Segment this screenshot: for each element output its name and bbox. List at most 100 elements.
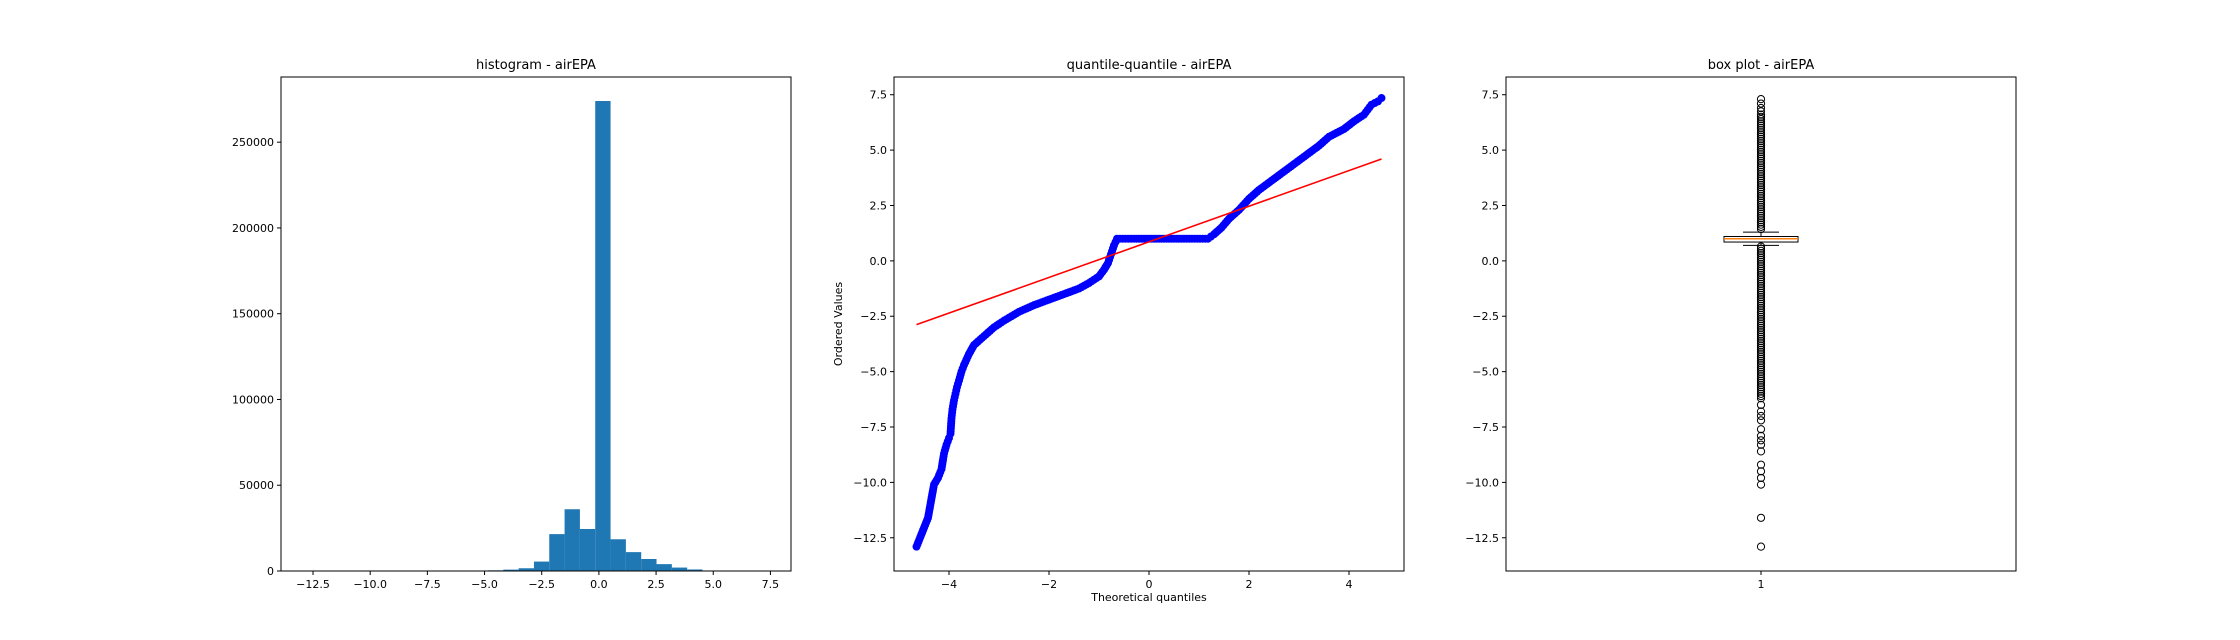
box-outlier <box>1756 251 1766 260</box>
box-outlier <box>1756 196 1766 205</box>
box-outlier <box>1756 257 1766 266</box>
box-outlier <box>1756 167 1766 176</box>
boxplot-y-tick-label: −7.5 <box>1472 421 1499 434</box>
histogram-bar <box>549 534 565 571</box>
box-outlier <box>1756 372 1766 381</box>
box-outlier <box>1756 145 1766 154</box>
histogram-y-tick-label: 250000 <box>232 136 274 149</box>
box-outlier <box>1756 279 1766 288</box>
box-outlier <box>1756 248 1766 258</box>
box-outlier <box>1756 376 1766 385</box>
box-outlier <box>1756 339 1766 348</box>
box-outlier <box>1756 156 1766 165</box>
box-outlier <box>1756 361 1766 370</box>
box-outlier <box>1756 436 1766 445</box>
box-outlier <box>1756 303 1766 313</box>
box-outlier <box>1756 319 1766 328</box>
box-outlier <box>1756 264 1766 273</box>
histogram-title: histogram - airEPA <box>476 58 596 73</box>
box-outlier <box>1756 169 1766 179</box>
box-outlier <box>1756 467 1766 476</box>
box-outlier <box>1756 134 1766 143</box>
box-outlier <box>1756 178 1766 187</box>
qq-x-ticks: −4 −2 0 2 4 <box>941 571 1353 591</box>
box-outlier <box>1756 341 1766 350</box>
histogram-bar <box>564 509 580 571</box>
box-outlier <box>1756 389 1766 398</box>
histogram-y-tick-label: 200000 <box>232 222 274 235</box>
box-outlier <box>1756 165 1766 174</box>
box-outlier <box>1756 383 1766 392</box>
box-outlier <box>1756 141 1766 150</box>
qq-x-tick-label: 0 <box>1146 578 1153 591</box>
histogram-y-tick-label: 100000 <box>232 393 274 406</box>
box-outlier <box>1756 286 1766 295</box>
qq-x-axis-label: Theoretical quantiles <box>1090 591 1207 604</box>
qq-y-tick-label: −5.0 <box>860 366 887 379</box>
histogram-bar <box>595 101 611 571</box>
box-outlier <box>1756 374 1766 383</box>
box-outlier <box>1756 345 1766 354</box>
box-outlier <box>1756 200 1766 209</box>
box-outlier <box>1756 136 1766 146</box>
box-outlier <box>1756 323 1766 332</box>
histogram-x-tick-label: −2.5 <box>528 578 555 591</box>
box-outlier <box>1756 110 1766 119</box>
qq-y-tick-label: 5.0 <box>870 144 888 157</box>
qq-x-tick-label: 4 <box>1346 578 1353 591</box>
box-outlier <box>1756 387 1766 396</box>
box-outlier <box>1756 125 1766 135</box>
qq-x-tick-label: 2 <box>1246 578 1253 591</box>
box-outlier <box>1756 220 1766 229</box>
box-outlier <box>1756 378 1766 387</box>
histogram-x-tick-label: −7.5 <box>414 578 441 591</box>
histogram-y-tick-label: 150000 <box>232 308 274 321</box>
histogram-bar <box>518 568 534 571</box>
box-outlier <box>1756 174 1766 183</box>
histogram-bar <box>503 569 519 571</box>
boxplot-title: box plot - airEPA <box>1708 58 1815 73</box>
boxplot-y-tick-label: −10.0 <box>1465 476 1499 489</box>
qq-y-tick-label: −7.5 <box>860 421 887 434</box>
box-outlier <box>1756 152 1766 161</box>
qq-points <box>912 94 1386 551</box>
box-outlier <box>1756 299 1766 308</box>
box-outlier <box>1756 213 1766 223</box>
box-outlier <box>1756 394 1766 403</box>
box-outlier <box>1756 185 1766 194</box>
box-outlier <box>1756 290 1766 299</box>
box-outlier <box>1756 297 1766 306</box>
box-outlier <box>1756 205 1766 214</box>
histogram-bar <box>671 567 688 571</box>
boxplot-marks <box>1723 95 1799 551</box>
box-outlier <box>1756 255 1766 264</box>
box-outlier <box>1756 354 1766 363</box>
boxplot-y-tick-label: 2.5 <box>1482 199 1500 212</box>
boxplot-y-tick-label: −12.5 <box>1465 532 1499 545</box>
boxplot-y-tick-label: −5.0 <box>1472 366 1499 379</box>
box-outlier <box>1756 328 1766 337</box>
box-outlier <box>1756 99 1766 108</box>
histogram-x-tick-label: 7.5 <box>762 578 780 591</box>
box-outlier <box>1756 143 1766 152</box>
box-outlier <box>1756 332 1766 341</box>
box-outlier <box>1756 172 1766 181</box>
boxplot-x-ticks: 1 <box>1758 571 1765 591</box>
box-outlier <box>1756 132 1766 141</box>
qq-y-tick-label: −2.5 <box>860 310 887 323</box>
box-outlier <box>1756 281 1766 291</box>
box-outlier <box>1756 385 1766 394</box>
box-outlier <box>1756 330 1766 339</box>
histogram-x-tick-label: 0.0 <box>590 578 608 591</box>
box-outlier <box>1756 211 1766 220</box>
box-outlier <box>1756 266 1766 275</box>
box-outlier <box>1756 158 1766 168</box>
box-outlier <box>1756 343 1766 352</box>
box-outlier <box>1756 194 1766 203</box>
boxplot-x-tick-label: 1 <box>1758 578 1765 591</box>
box-outlier <box>1756 139 1766 148</box>
boxplot-y-tick-label: 0.0 <box>1482 255 1500 268</box>
histogram-x-tick-label: −5.0 <box>471 578 498 591</box>
qq-y-tick-label: 7.5 <box>870 89 888 102</box>
box-outlier <box>1756 119 1766 128</box>
